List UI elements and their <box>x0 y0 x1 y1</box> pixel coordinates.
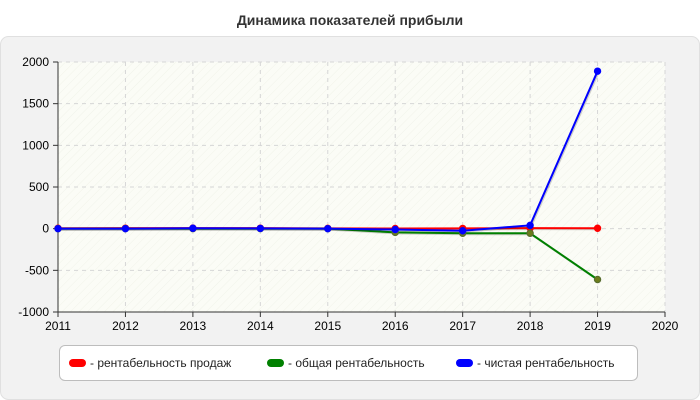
x-tick-label-6: 2017 <box>449 319 476 333</box>
y-tick-label-2: 0 <box>42 222 49 236</box>
series-1-point-8 <box>593 275 602 284</box>
series-2-point-2 <box>189 224 197 232</box>
x-tick-label-3: 2014 <box>247 319 274 333</box>
legend-item-1: - общая рентабельность <box>267 356 425 370</box>
x-tick-label-9: 2020 <box>652 319 679 333</box>
y-tick-label-5: 1500 <box>22 97 49 111</box>
series-2-point-1 <box>121 224 130 233</box>
y-tick-label-3: 500 <box>29 180 49 194</box>
y-tick-label-1: -500 <box>25 263 49 277</box>
series-2-point-8 <box>593 67 602 75</box>
axes <box>53 61 666 317</box>
x-tick-label-7: 2018 <box>517 319 544 333</box>
chart-title: Динамика показателей прибыли <box>236 12 464 28</box>
x-tick-label-2: 2013 <box>180 319 207 333</box>
x-tick-label-1: 2012 <box>112 319 139 333</box>
series-1-point-7 <box>526 229 534 237</box>
x-tick-label-5: 2016 <box>382 319 409 333</box>
y-tick-label-4: 1000 <box>22 138 49 152</box>
series-2-point-5 <box>391 225 399 234</box>
legend-label-1: - общая рентабельность <box>288 356 425 370</box>
series-lines <box>54 67 602 284</box>
legend-item-2: - чистая рентабельность <box>456 356 614 370</box>
series-2-point-7 <box>526 221 534 230</box>
series-2-point-4 <box>324 224 332 233</box>
legend: - рентабельность продаж - общая рентабел… <box>59 345 638 381</box>
series-2-point-0 <box>54 224 62 233</box>
legend-label-2: - чистая рентабельность <box>477 356 615 370</box>
legend-swatch-0 <box>69 359 86 367</box>
series-2-point-3 <box>256 224 265 233</box>
chart-panel: -1000 -500 0 500 1000 1500 2000 2011 2012 2013 201… <box>0 36 700 400</box>
tick-labels: -1000 -500 0 500 1000 1500 2000 2011 2012 2013 201… <box>18 55 678 333</box>
y-tick-label-6: 2000 <box>22 55 49 69</box>
series-0-point-8 <box>593 224 602 232</box>
legend-label-0: - рентабельность продаж <box>90 356 232 370</box>
x-tick-label-8: 2019 <box>584 319 611 333</box>
series-2-point-6 <box>458 227 467 235</box>
y-tick-label-0: -1000 <box>18 305 49 319</box>
x-tick-label-4: 2015 <box>314 319 341 333</box>
legend-item-0: - рентабельность продаж <box>69 356 231 370</box>
legend-swatch-1 <box>267 359 284 367</box>
x-tick-label-0: 2011 <box>45 319 71 333</box>
legend-swatch-2 <box>456 359 473 367</box>
